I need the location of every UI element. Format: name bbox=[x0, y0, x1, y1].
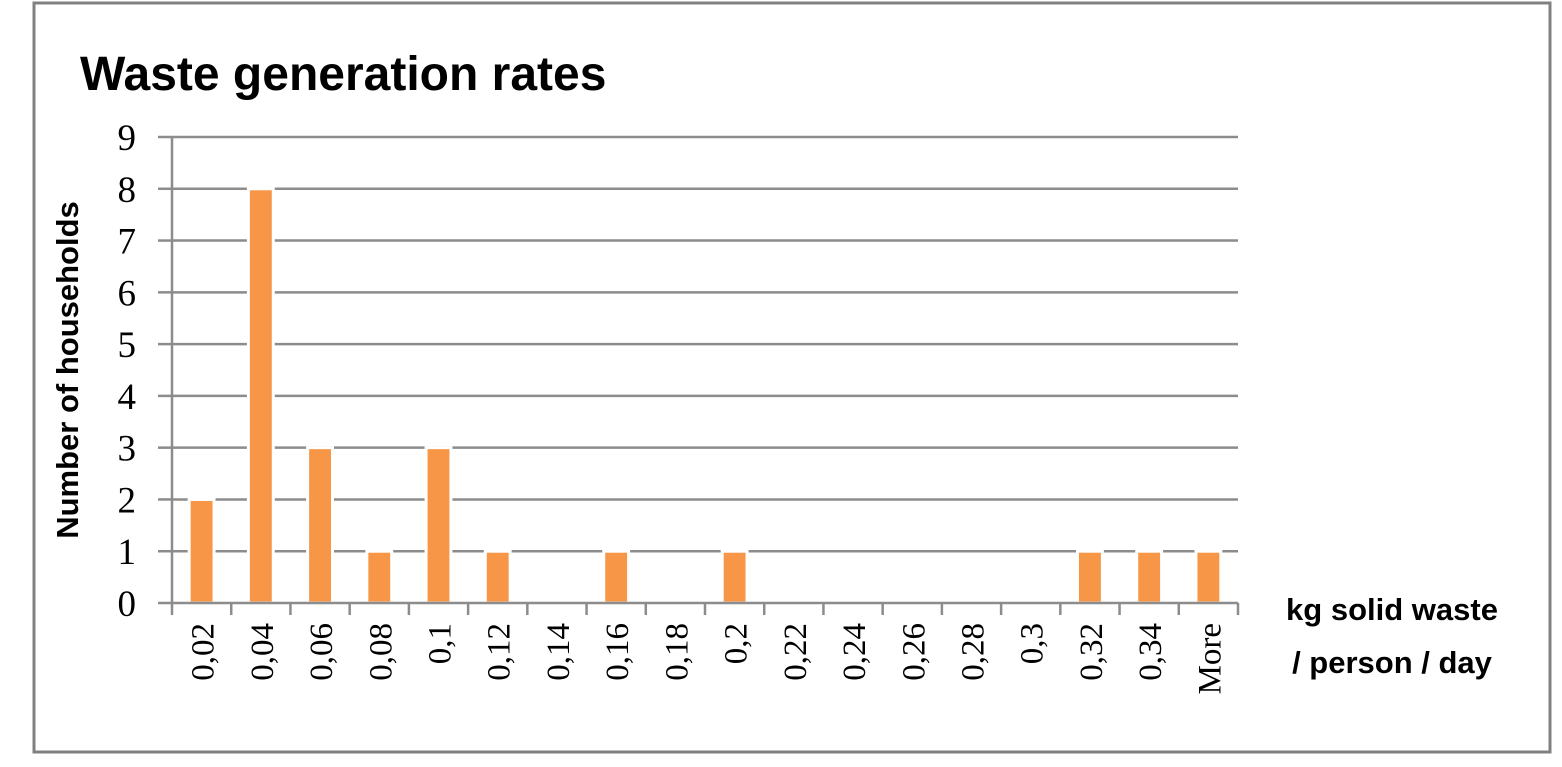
y-tick-label: 1 bbox=[118, 532, 137, 573]
x-tick-label: 0,2 bbox=[719, 623, 755, 664]
y-tick-label: 3 bbox=[118, 429, 137, 470]
x-tick-label: 0,14 bbox=[541, 623, 577, 681]
x-tick-label: 0,26 bbox=[896, 623, 932, 681]
bar-0-32 bbox=[1076, 549, 1104, 605]
x-tick-label: 0,08 bbox=[363, 623, 399, 681]
x-tick-label: 0,3 bbox=[1015, 623, 1051, 664]
y-tick-label: 5 bbox=[118, 325, 137, 366]
gridlines bbox=[172, 135, 1238, 553]
y-tick-label: 6 bbox=[118, 273, 137, 314]
x-tick-label: 0,34 bbox=[1133, 623, 1169, 681]
bar-0-2 bbox=[720, 549, 749, 605]
bar-0-02 bbox=[187, 497, 216, 605]
x-tick-label: 0,16 bbox=[600, 623, 636, 681]
y-tick-label: 4 bbox=[118, 377, 137, 418]
x-tick-label: 0,18 bbox=[659, 623, 695, 681]
y-tick-labels: 0 1 2 3 4 5 6 7 8 9 bbox=[118, 118, 137, 625]
x-axis-label-line-1: kg solid waste bbox=[1286, 592, 1498, 627]
chart-border bbox=[32, 1, 1552, 754]
axes bbox=[158, 135, 1240, 615]
bar-0-34 bbox=[1135, 549, 1164, 605]
x-tick-label: 0,32 bbox=[1074, 623, 1110, 681]
y-tick-label: 0 bbox=[118, 584, 137, 625]
x-tick-label: 0,06 bbox=[304, 623, 340, 681]
bar-0-06 bbox=[306, 446, 334, 605]
bar-More bbox=[1194, 549, 1223, 605]
chart-title: Waste generation rates bbox=[80, 48, 606, 101]
bar-0-1 bbox=[424, 446, 453, 605]
x-tick-label: 0,22 bbox=[778, 623, 814, 681]
x-tick-label: 0,12 bbox=[482, 623, 518, 681]
y-tick-label: 8 bbox=[118, 170, 137, 211]
y-axis-label: Number of households bbox=[50, 201, 85, 539]
x-tick-label: 0,04 bbox=[245, 623, 281, 681]
x-axis-label-line-2: / person / day bbox=[1292, 645, 1493, 680]
x-tick-label: More bbox=[1192, 623, 1228, 694]
x-tick-label: 0,24 bbox=[837, 623, 873, 681]
y-tick-label: 7 bbox=[118, 222, 137, 263]
x-tick-label: 0,1 bbox=[423, 623, 459, 664]
x-tick-labels: 0,02 0,04 0,06 0,08 0,1 0,12 0,14 0,16 0,18 0,2 0,… bbox=[186, 623, 1229, 694]
x-tick-label: 0,02 bbox=[186, 623, 222, 681]
bar-0-12 bbox=[483, 549, 512, 605]
bar-0-08 bbox=[365, 549, 394, 605]
y-tick-label: 9 bbox=[118, 118, 137, 159]
bar-0-04 bbox=[246, 187, 275, 605]
x-tick-label: 0,28 bbox=[956, 623, 992, 681]
bar-0-16 bbox=[602, 549, 631, 605]
y-tick-label: 2 bbox=[118, 480, 137, 521]
